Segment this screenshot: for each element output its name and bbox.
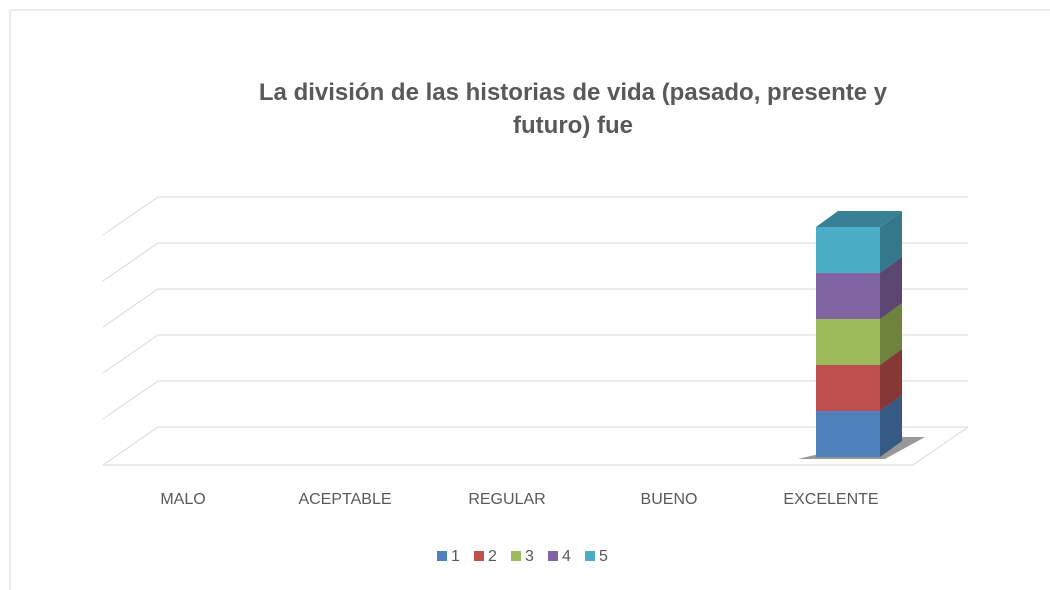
legend-swatch	[474, 551, 484, 561]
legend-label: 5	[599, 548, 608, 565]
bar-segment	[816, 411, 880, 457]
bar-segment	[816, 319, 880, 365]
bar-segment	[816, 365, 880, 411]
x-tick-label: ACEPTABLE	[298, 491, 391, 508]
grid-line-side	[102, 334, 159, 374]
bar-side	[880, 395, 902, 457]
legend-swatch	[511, 551, 521, 561]
bar-segment	[816, 227, 880, 273]
legend-swatch	[548, 551, 558, 561]
grid-line-side	[102, 288, 159, 328]
bar-side	[880, 257, 902, 319]
legend-label: 2	[488, 548, 497, 565]
x-tick-label: REGULAR	[468, 491, 545, 508]
x-tick-label: EXCELENTE	[783, 491, 878, 508]
bar-side	[880, 211, 902, 273]
legend-swatch	[437, 551, 447, 561]
chart-title: La división de las historias de vida (pa…	[258, 79, 888, 139]
bar-side	[880, 349, 902, 411]
legend-swatch	[585, 551, 595, 561]
legend-label: 4	[562, 548, 571, 565]
bar-top	[816, 211, 902, 227]
grid-line-side	[102, 426, 159, 466]
bar-segment	[816, 273, 880, 319]
floor-edge	[912, 426, 969, 466]
grid-line-side	[102, 380, 159, 420]
x-tick-label: BUENO	[641, 491, 698, 508]
grid-line-side	[102, 196, 159, 236]
bar-side	[880, 303, 902, 365]
grid-line-side	[102, 242, 159, 282]
legend-label: 3	[525, 548, 534, 565]
x-tick-label: MALO	[160, 491, 205, 508]
legend-label: 1	[451, 548, 460, 565]
